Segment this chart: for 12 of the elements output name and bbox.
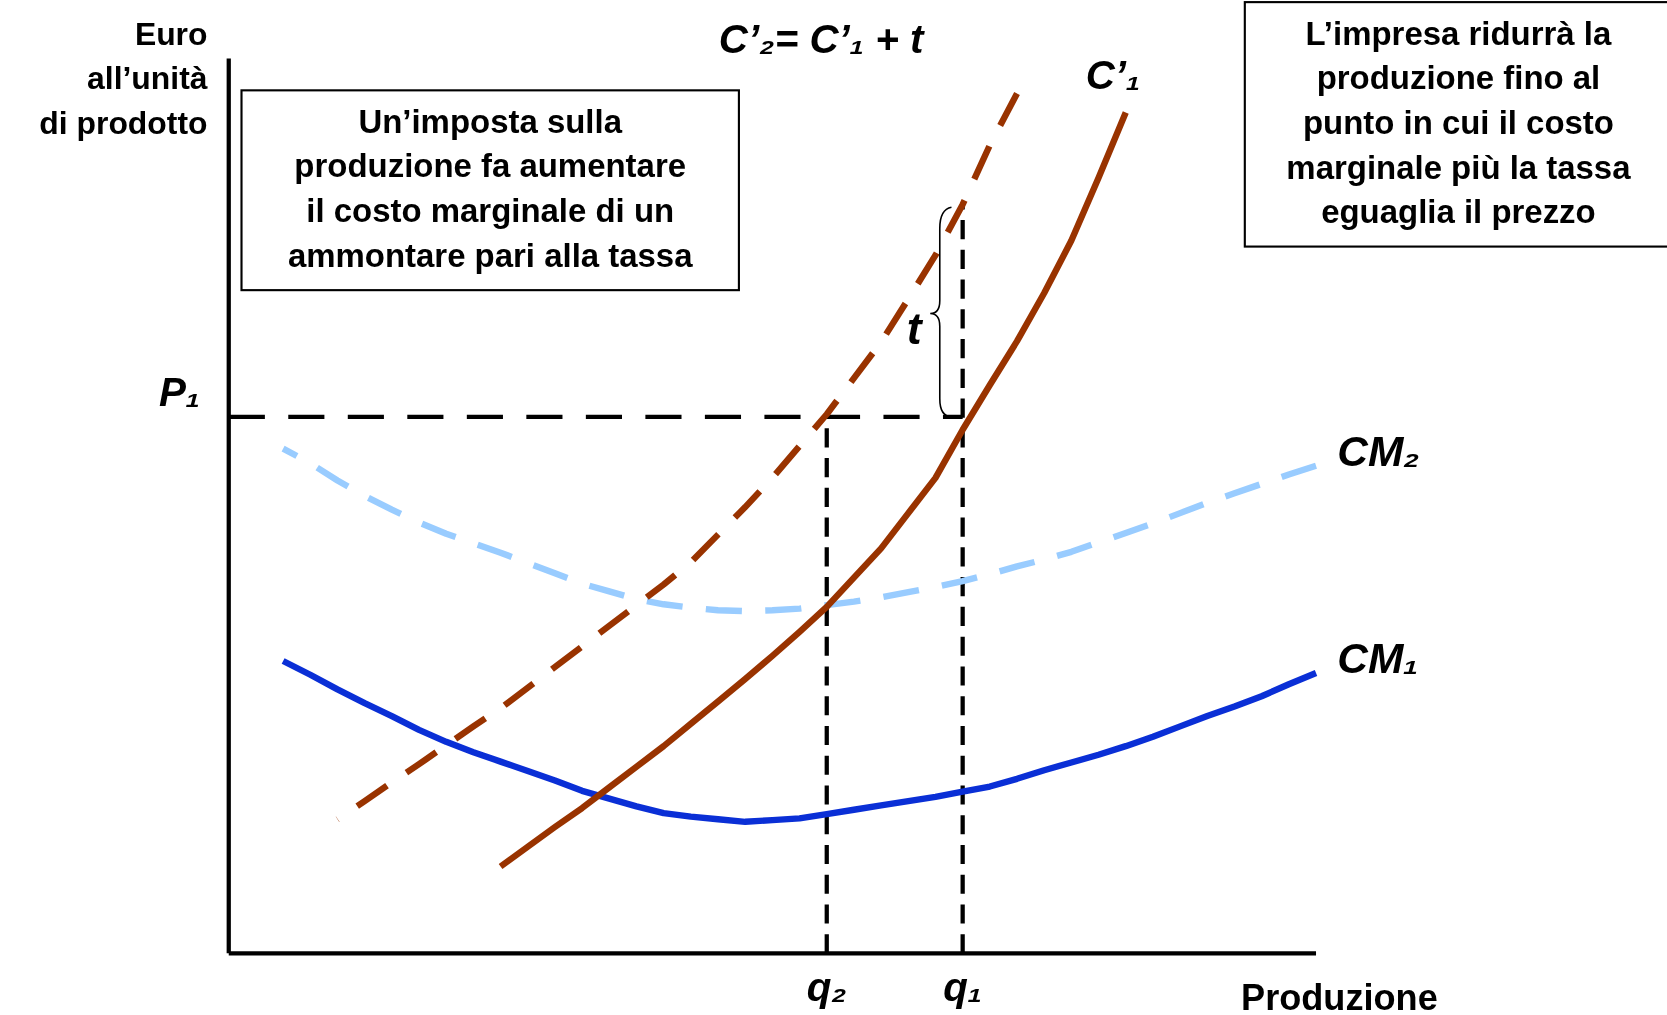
x-axis-title: Produzione [1241, 976, 1438, 1015]
series-label: CM₁ [1337, 635, 1419, 683]
x-tick-label: q₁ [943, 964, 983, 1011]
series-label: CM₂ [1337, 427, 1420, 475]
ref-line-label: P₁ [158, 369, 201, 416]
annotation: t [906, 304, 924, 354]
text: C’₂= C’₁ + t [718, 16, 926, 63]
annotation: L’impresa ridurrà la produzione fino al punto in cui il costo marginale più la tassa eguaglia il prezzo [1286, 14, 1632, 231]
y-axis-title: Euro all’unità di prodotto [39, 15, 208, 141]
x-tick-label: q₂ [806, 964, 847, 1011]
series-label: C’₁ [1085, 52, 1141, 99]
annotation: Un’imposta sulla produzione fa aumentare il costo marginale di un ammontare pari alla tassa [287, 102, 694, 274]
